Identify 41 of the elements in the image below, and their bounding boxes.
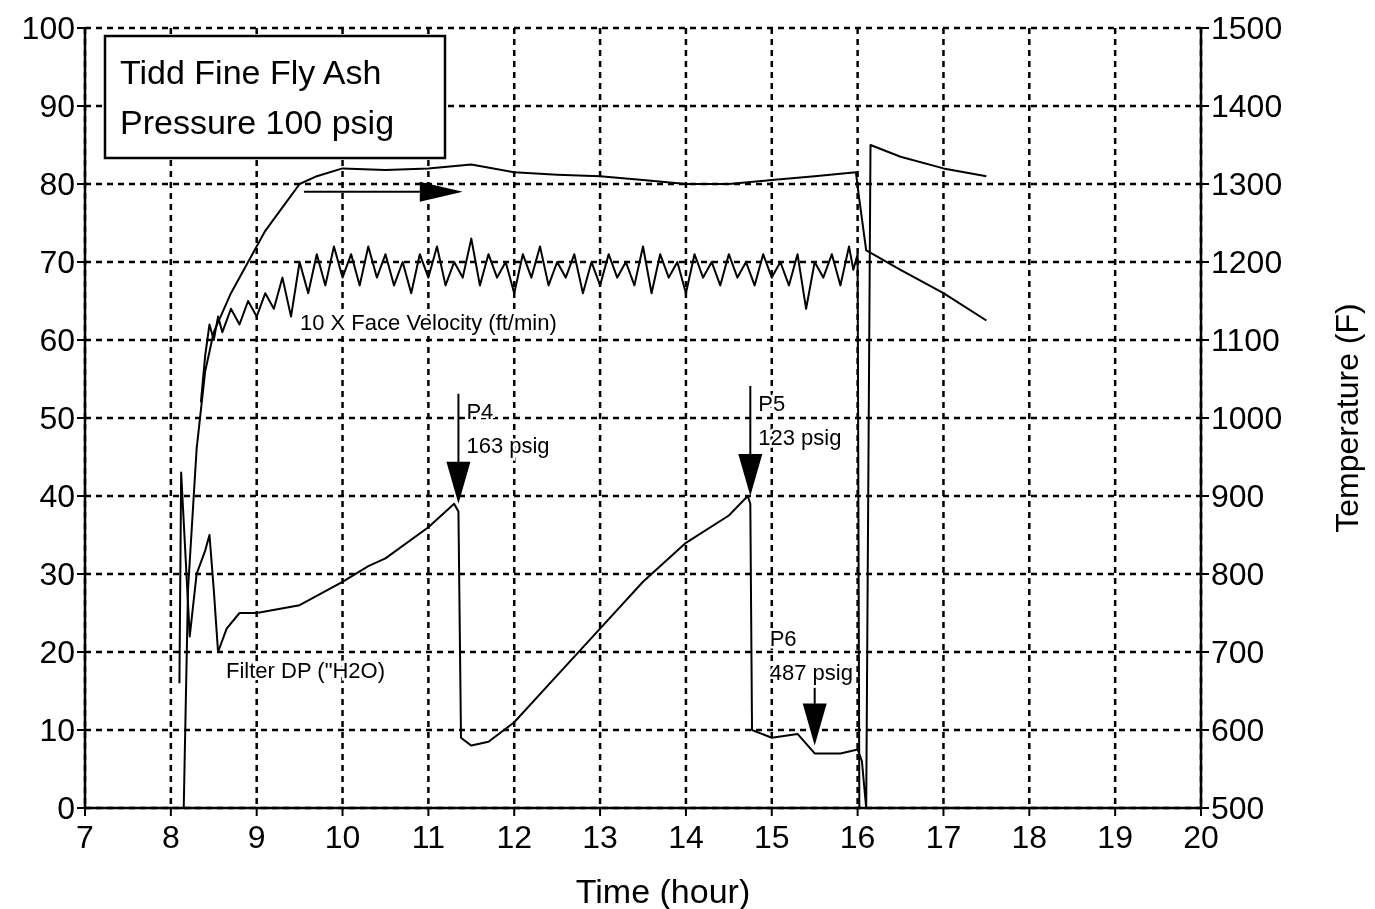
- y-tick-label: 90: [39, 88, 75, 124]
- y2-tick-label: 1200: [1211, 244, 1283, 280]
- text: Tidd Fine Fly Ash: [120, 53, 382, 91]
- y2-tick-label: 1400: [1211, 88, 1283, 124]
- y2-tick-label: 900: [1211, 478, 1265, 514]
- x-tick-label: 19: [1097, 819, 1133, 855]
- x-tick-label: 15: [753, 819, 790, 855]
- series-label: 10 X Face Velocity (ft/min): [300, 309, 557, 335]
- y2-tick-label: 1500: [1211, 10, 1283, 46]
- x-tick-label: 18: [1011, 819, 1048, 855]
- y2-tick-label: 1000: [1211, 400, 1283, 436]
- y-tick-label: 20: [39, 634, 75, 670]
- y-tick-label: 0: [57, 790, 75, 826]
- y2-tick-label: 1300: [1211, 166, 1283, 202]
- series-label: Filter DP ("H2O): [226, 658, 386, 683]
- y2-axis-title: Temperature (F): [1329, 303, 1365, 533]
- y-tick-label: 50: [39, 400, 75, 436]
- x-tick-label: 13: [582, 819, 618, 855]
- x-tick-label: 17: [925, 819, 962, 855]
- annotation: P5 123 psig: [758, 391, 842, 450]
- x-tick-label: 16: [839, 819, 876, 855]
- y-tick-label: 60: [39, 322, 75, 358]
- y-tick-label: 100: [21, 10, 75, 46]
- y-tick-label: 80: [39, 166, 75, 202]
- y-tick-label: 40: [39, 478, 75, 514]
- y2-tick-label: 700: [1211, 634, 1265, 670]
- y-tick-label: 30: [39, 556, 75, 592]
- x-tick-label: 10: [324, 819, 361, 855]
- x-tick-label: 14: [668, 819, 704, 855]
- x-tick-label: 8: [161, 819, 180, 855]
- y-tick-label: 10: [39, 712, 75, 748]
- x-tick-label: 9: [247, 819, 266, 855]
- x-tick-label: 12: [496, 819, 533, 855]
- text: Pressure 100 psig: [120, 103, 395, 141]
- y2-tick-label: 800: [1211, 556, 1265, 592]
- annotation: P4 163 psig: [466, 398, 550, 458]
- x-tick-label: 7: [76, 819, 94, 855]
- x-tick-label: 11: [411, 819, 445, 855]
- y-tick-label: 70: [39, 244, 75, 280]
- y2-tick-label: 600: [1211, 712, 1265, 748]
- y2-tick-label: 1100: [1211, 322, 1280, 358]
